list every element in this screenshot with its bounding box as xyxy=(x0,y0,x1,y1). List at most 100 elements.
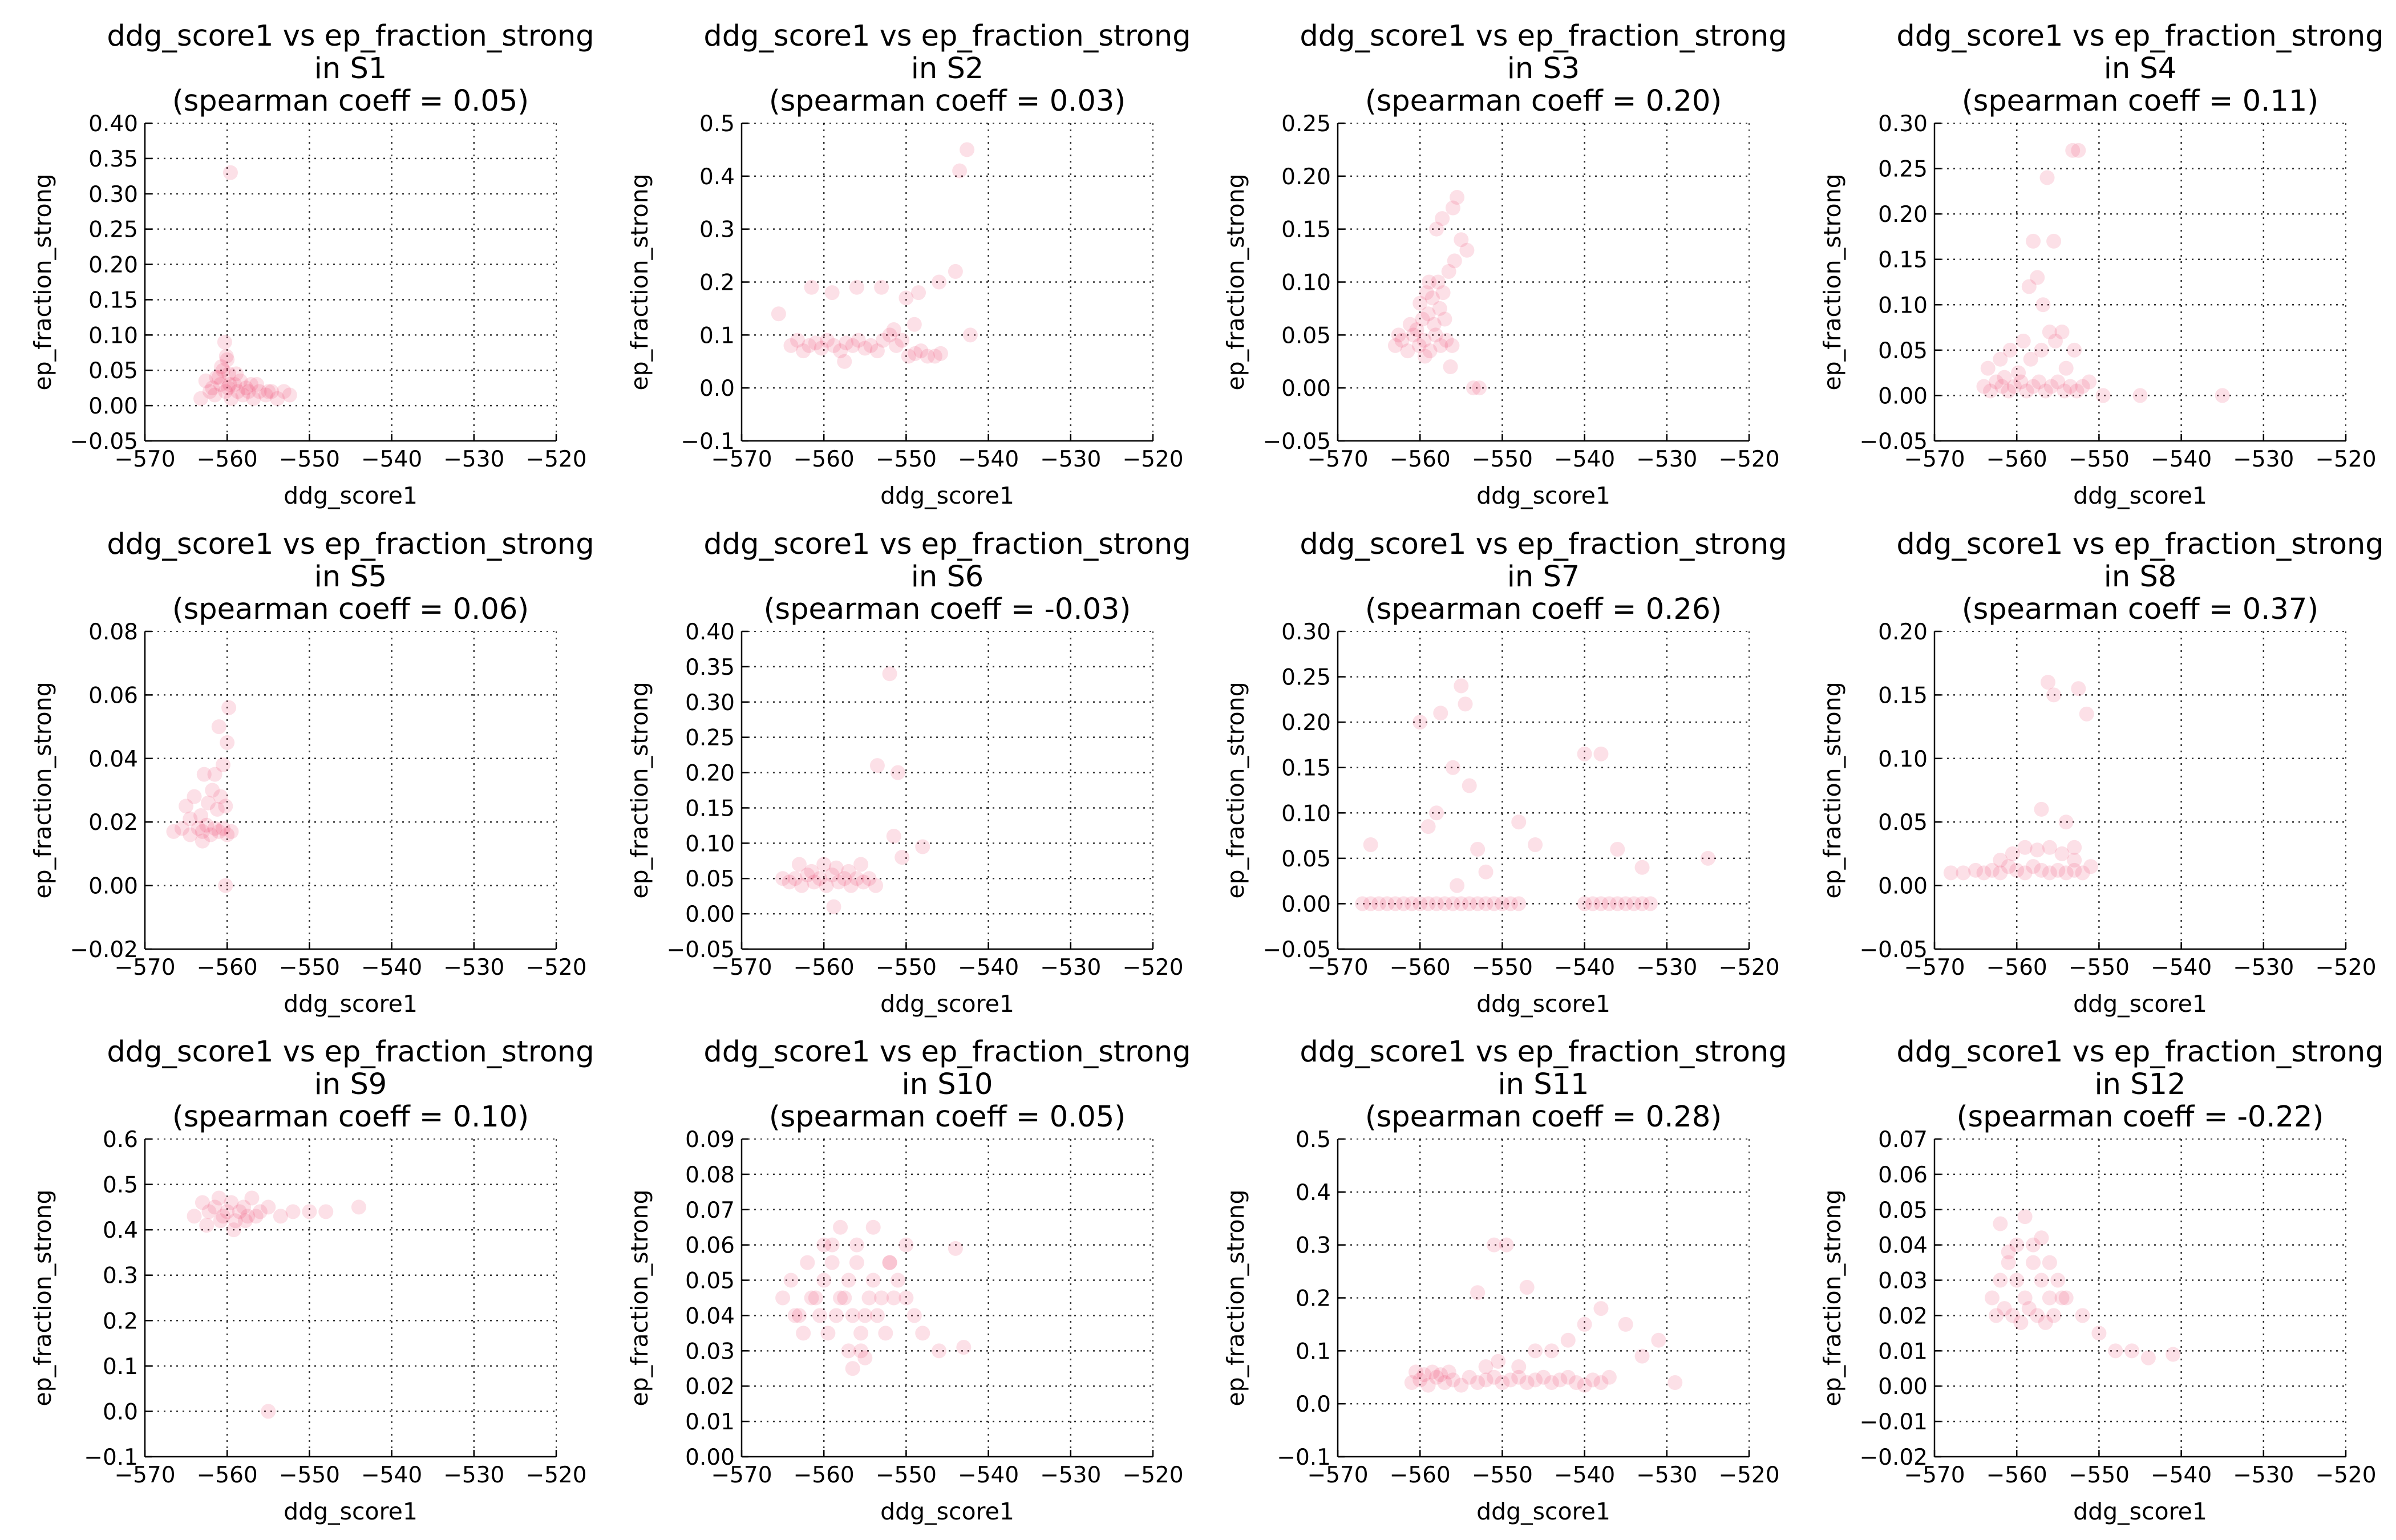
data-point xyxy=(201,795,216,810)
y-tick-label: 0.05 xyxy=(1281,323,1331,348)
subplot: −570 −560 −550 −540 −530 −520 −0.05 0.00 0.05 0.1… xyxy=(626,528,1191,1018)
y-tick-label: 0.30 xyxy=(88,182,138,208)
data-point xyxy=(2026,233,2041,249)
y-tick-label: 0.4 xyxy=(103,1218,138,1243)
data-point xyxy=(1412,896,1428,911)
data-point xyxy=(857,1308,873,1323)
data-point xyxy=(220,1204,235,1219)
data-point xyxy=(927,348,942,364)
data-point xyxy=(232,1204,247,1219)
data-point xyxy=(1528,1372,1543,1388)
data-point xyxy=(1430,274,1446,290)
x-tick-label: −520 xyxy=(525,1462,586,1488)
data-point xyxy=(1437,896,1452,911)
data-point xyxy=(804,279,819,295)
x-axis-label: ddg_score1 xyxy=(284,482,418,509)
y-tick-label: −0.1 xyxy=(681,429,735,455)
data-point xyxy=(244,1190,260,1206)
data-point xyxy=(220,827,235,842)
chart-title-line: ddg_score1 vs ep_fraction_strong xyxy=(107,528,594,561)
y-tick-label: 0.00 xyxy=(1878,1374,1928,1400)
data-point xyxy=(826,338,841,353)
data-point xyxy=(1424,1364,1440,1380)
data-point xyxy=(851,333,866,348)
data-point xyxy=(2067,862,2082,878)
data-point xyxy=(220,352,235,367)
data-point xyxy=(1447,253,1462,269)
x-tick-label: −550 xyxy=(876,1462,937,1488)
data-point xyxy=(869,1308,885,1323)
data-point xyxy=(853,1343,869,1359)
data-point xyxy=(237,1213,253,1229)
data-point xyxy=(179,799,194,814)
x-tick-label: −560 xyxy=(1390,955,1451,980)
data-point xyxy=(1980,360,1996,376)
y-tick-label: 0.02 xyxy=(685,1374,735,1400)
data-point xyxy=(804,1290,819,1306)
data-point xyxy=(224,1195,239,1210)
y-tick-label: 0.15 xyxy=(1281,217,1331,243)
data-point xyxy=(2058,1290,2074,1306)
data-point xyxy=(1450,189,1465,205)
data-point xyxy=(1433,706,1448,721)
data-point xyxy=(1412,715,1428,730)
data-point xyxy=(1433,338,1448,353)
x-tick-label: −540 xyxy=(2151,447,2212,472)
x-tick-label: −520 xyxy=(2315,1462,2376,1488)
data-point xyxy=(1355,896,1370,911)
y-tick-label: 0.01 xyxy=(685,1409,735,1435)
x-tick-label: −530 xyxy=(2233,447,2294,472)
data-point xyxy=(199,1218,214,1233)
data-point xyxy=(195,833,210,849)
data-point xyxy=(198,373,213,388)
data-point xyxy=(196,767,212,782)
data-point xyxy=(2021,1301,2037,1316)
data-point xyxy=(211,719,226,735)
y-tick-label: 0.3 xyxy=(103,1263,138,1289)
data-point xyxy=(1470,1375,1486,1391)
chart-title-line: ddg_score1 vs ep_fraction_strong xyxy=(1896,1035,2383,1069)
data-point xyxy=(1495,896,1510,911)
data-point xyxy=(787,1308,803,1323)
data-point xyxy=(865,1272,881,1288)
x-tick-label: −530 xyxy=(443,447,504,472)
x-tick-label: −560 xyxy=(1986,1462,2047,1488)
data-point xyxy=(775,1290,791,1306)
y-tick-label: 0.05 xyxy=(1878,810,1928,836)
data-point xyxy=(1511,896,1527,911)
y-tick-label: 0.15 xyxy=(685,796,735,821)
data-point xyxy=(2021,279,2037,294)
data-point xyxy=(2046,1308,2062,1323)
data-point xyxy=(898,1237,914,1253)
data-point xyxy=(886,828,901,844)
data-point xyxy=(221,700,237,715)
subplot: −570 −560 −550 −540 −530 −520 −0.05 0.00 0.05 0.1… xyxy=(1222,528,1787,1018)
data-point xyxy=(1610,896,1625,911)
data-point xyxy=(1400,343,1415,359)
chart-title-line: (spearman coeff = -0.03) xyxy=(764,593,1131,626)
data-point xyxy=(1478,1359,1494,1375)
data-point xyxy=(229,366,244,382)
data-point xyxy=(901,348,916,364)
data-point xyxy=(2035,297,2051,313)
y-axis-label: ep_fraction_strong xyxy=(29,1189,56,1406)
x-tick-label: −530 xyxy=(1636,447,1697,472)
y-axis-label: ep_fraction_strong xyxy=(1222,682,1249,898)
data-point xyxy=(2026,379,2041,394)
data-point xyxy=(211,824,226,839)
x-tick-label: −550 xyxy=(876,447,937,472)
data-point xyxy=(837,871,852,886)
data-point xyxy=(214,359,229,375)
data-point xyxy=(1466,380,1481,396)
y-axis-label: ep_fraction_strong xyxy=(29,682,56,898)
data-point xyxy=(1984,1290,2000,1306)
y-tick-label: 0.15 xyxy=(1878,248,1928,273)
data-point xyxy=(252,1204,268,1219)
data-point xyxy=(1416,1367,1432,1383)
data-point xyxy=(1429,896,1444,911)
data-point xyxy=(1363,896,1378,911)
data-point xyxy=(1478,896,1494,911)
x-axis-label: ddg_score1 xyxy=(1476,1498,1610,1525)
y-tick-label: 0.06 xyxy=(1878,1162,1928,1188)
data-point xyxy=(213,376,228,392)
